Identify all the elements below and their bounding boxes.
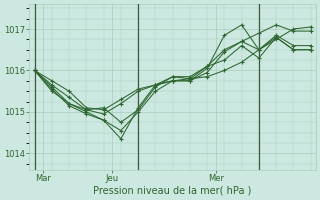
X-axis label: Pression niveau de la mer( hPa ): Pression niveau de la mer( hPa )	[93, 186, 252, 196]
